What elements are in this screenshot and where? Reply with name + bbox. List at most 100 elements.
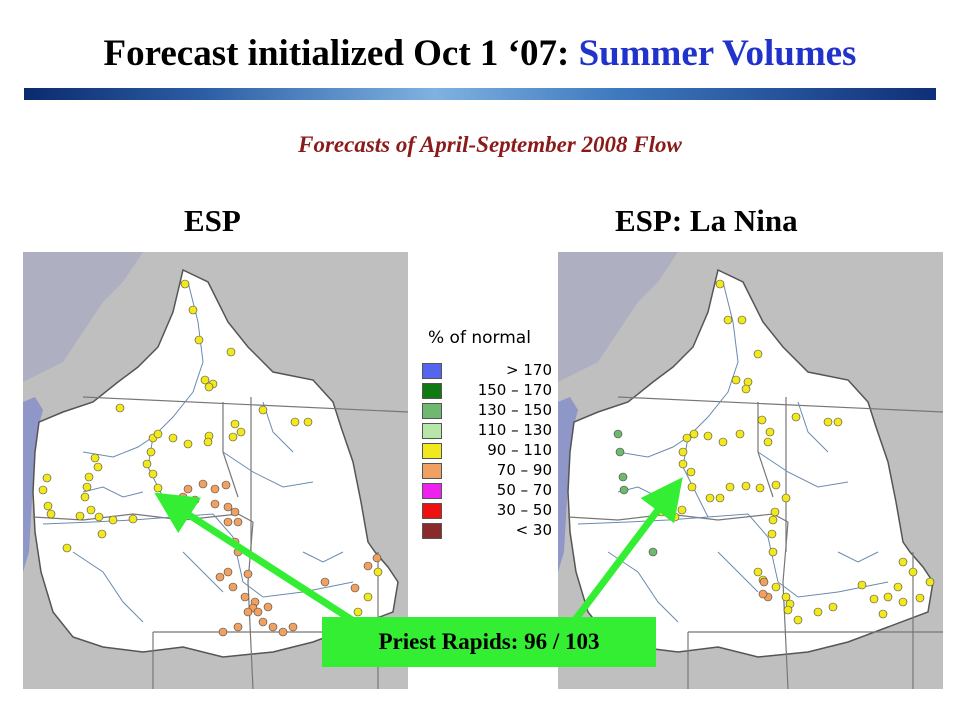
legend-item-lt-30: < 30	[422, 521, 554, 540]
forecast-point	[215, 572, 225, 582]
forecast-point	[90, 453, 100, 463]
forecast-point	[97, 529, 107, 539]
legend-range: 130 – 150	[477, 401, 552, 419]
forecast-point	[75, 511, 85, 521]
priest-rapids-callout: Priest Rapids: 96 / 103	[322, 617, 656, 667]
legend-item-gt-170: > 170	[422, 361, 554, 380]
forecast-point	[770, 507, 780, 517]
forecast-point	[46, 509, 56, 519]
forecast-point	[755, 483, 765, 493]
legend-swatch	[422, 403, 442, 419]
forecast-point	[767, 529, 777, 539]
forecast-point	[781, 493, 791, 503]
forecast-point	[793, 615, 803, 625]
forecast-point	[373, 567, 383, 577]
legend-range: > 170	[506, 361, 552, 379]
forecast-point	[303, 417, 313, 427]
forecast-point	[38, 485, 48, 495]
forecast-point	[190, 495, 200, 505]
slide-subtitle: Forecasts of April-September 2008 Flow	[298, 132, 682, 157]
legend-swatch	[422, 443, 442, 459]
forecast-point	[243, 569, 253, 579]
forecast-point	[62, 543, 72, 553]
forecast-point	[168, 433, 178, 443]
forecast-point	[753, 349, 763, 359]
forecast-point	[210, 484, 220, 494]
forecast-point	[350, 583, 360, 593]
forecast-point	[233, 517, 243, 527]
forecast-point	[857, 580, 867, 590]
forecast-point	[178, 492, 188, 502]
forecast-point	[84, 472, 94, 482]
forecast-point	[768, 547, 778, 557]
forecast-point	[258, 405, 268, 415]
forecast-point	[230, 507, 240, 517]
forecast-point	[763, 437, 773, 447]
forecast-point	[223, 502, 233, 512]
forecast-point	[731, 375, 741, 385]
forecast-point	[898, 557, 908, 567]
ocean	[558, 397, 578, 572]
ocean-north	[558, 252, 678, 382]
forecast-point	[221, 480, 231, 490]
forecast-point	[689, 429, 699, 439]
forecast-point	[93, 462, 103, 472]
legend-item-70-90: 70 – 90	[422, 461, 554, 480]
legend-item-90-110: 90 – 110	[422, 441, 554, 460]
forecast-point	[148, 469, 158, 479]
legend-range: 50 – 70	[496, 481, 552, 499]
legend-item-150-170: 150 – 170	[422, 381, 554, 400]
forecast-point	[226, 347, 236, 357]
forecast-point	[80, 492, 90, 502]
forecast-point	[648, 547, 658, 557]
forecast-point	[183, 439, 193, 449]
forecast-point	[741, 481, 751, 491]
forecast-point	[613, 429, 623, 439]
slide-title: Forecast initialized Oct 1 ‘07: Summer V…	[0, 32, 960, 75]
legend-item-130-150: 130 – 150	[422, 401, 554, 420]
forecast-point	[768, 515, 778, 525]
forecast-point	[781, 592, 791, 602]
forecast-point	[757, 415, 767, 425]
legend-swatch	[422, 463, 442, 479]
title-accent: Summer Volumes	[578, 33, 857, 74]
forecast-point	[240, 592, 250, 602]
forecast-point	[925, 577, 935, 587]
legend-swatch	[422, 503, 442, 519]
forecast-point	[278, 627, 288, 637]
legend-swatch	[422, 383, 442, 399]
forecast-point	[791, 412, 801, 422]
forecast-point	[233, 547, 243, 557]
forecast-point	[153, 429, 163, 439]
forecast-point	[619, 485, 629, 495]
forecast-point	[678, 447, 688, 457]
forecast-point	[718, 437, 728, 447]
forecast-point	[898, 597, 908, 607]
forecast-point	[735, 429, 745, 439]
forecast-point	[320, 577, 330, 587]
forecast-point	[686, 467, 696, 477]
legend-item-50-70: 50 – 70	[422, 481, 554, 500]
forecast-point	[180, 279, 190, 289]
forecast-point	[363, 561, 373, 571]
forecast-point	[833, 417, 843, 427]
forecast-point	[253, 607, 263, 617]
forecast-point	[823, 417, 833, 427]
forecast-point	[258, 617, 268, 627]
forecast-point	[86, 505, 96, 515]
forecast-point	[372, 553, 382, 563]
forecast-point	[893, 582, 903, 592]
forecast-point	[200, 375, 210, 385]
forecast-point	[233, 622, 243, 632]
forecast-point	[168, 509, 178, 519]
forecast-point	[228, 582, 238, 592]
forecast-point	[82, 482, 92, 492]
forecast-point	[828, 602, 838, 612]
forecast-point	[705, 493, 715, 503]
forecast-point	[94, 512, 104, 522]
forecast-point	[268, 622, 278, 632]
forecast-point	[353, 607, 363, 617]
forecast-point	[230, 537, 240, 547]
forecast-point	[618, 472, 628, 482]
map-label-la-nina: ESP: La Nina	[615, 203, 798, 238]
